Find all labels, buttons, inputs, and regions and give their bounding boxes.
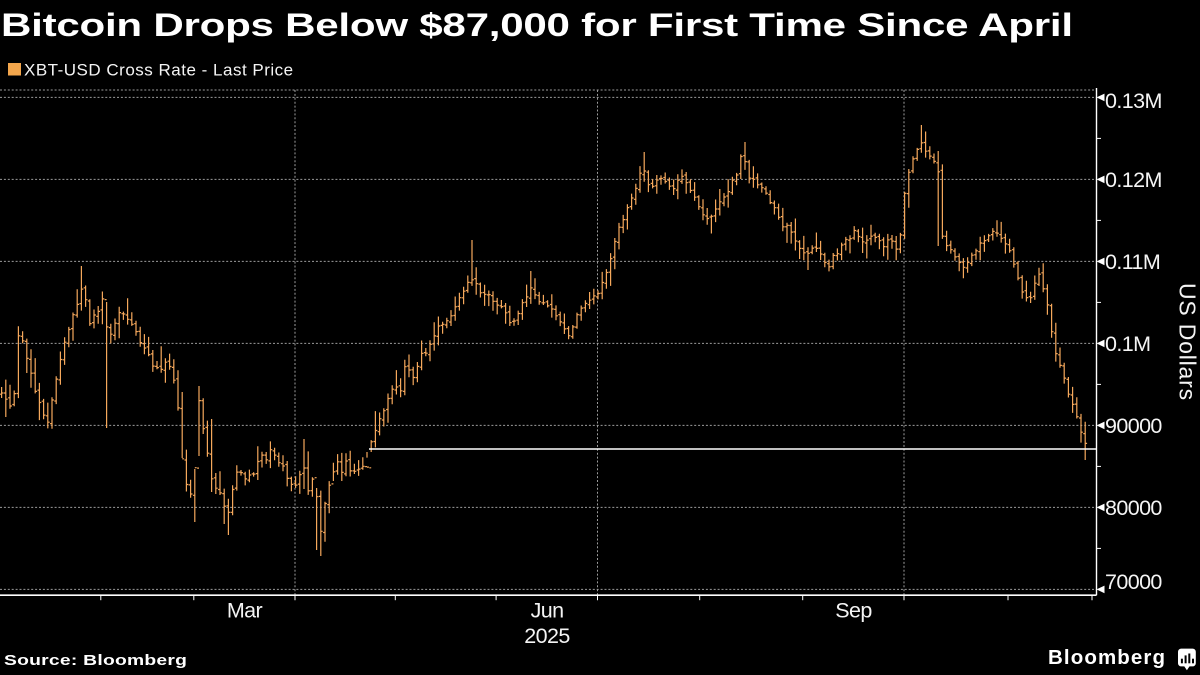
svg-text:2025: 2025	[524, 624, 570, 648]
svg-text:Bitcoin Drops Below $87,000 fo: Bitcoin Drops Below $87,000 for First Ti…	[1, 7, 1073, 43]
svg-text:Source: Bloomberg: Source: Bloomberg	[4, 651, 187, 668]
svg-text:Sep: Sep	[835, 599, 872, 623]
svg-text:Bloomberg: Bloomberg	[1048, 646, 1166, 669]
svg-text:0.12M: 0.12M	[1105, 168, 1162, 192]
svg-text:Jun: Jun	[531, 599, 564, 623]
svg-text:80000: 80000	[1105, 496, 1162, 520]
svg-text:0.1M: 0.1M	[1105, 332, 1150, 356]
svg-text:XBT-USD Cross Rate - Last Pric: XBT-USD Cross Rate - Last Price	[24, 61, 294, 80]
svg-text:90000: 90000	[1105, 414, 1162, 438]
svg-text:0.11M: 0.11M	[1105, 250, 1160, 274]
svg-text:US Dollars: US Dollars	[1175, 283, 1200, 401]
svg-text:0.13M: 0.13M	[1105, 89, 1162, 113]
svg-text:70000: 70000	[1105, 570, 1162, 594]
svg-text:Mar: Mar	[227, 599, 263, 623]
